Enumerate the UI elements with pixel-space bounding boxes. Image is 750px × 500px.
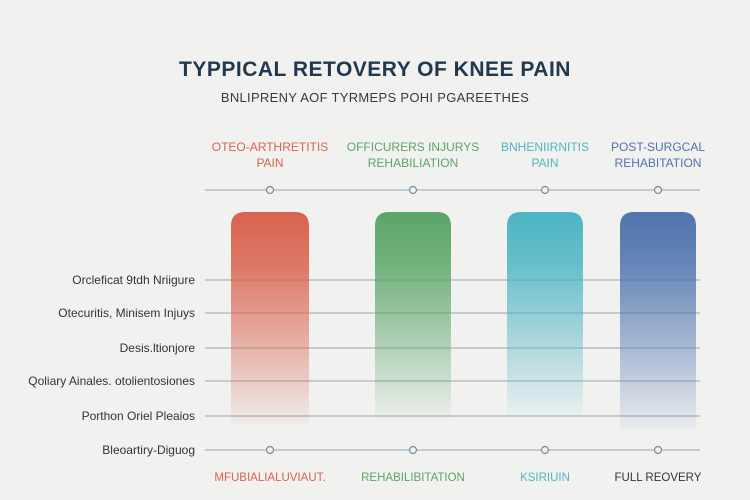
bottom-label: KSIRIUIN	[520, 472, 570, 484]
bottom-label: FULL REOVERY	[615, 472, 702, 484]
column-header-line2: REHABITATION	[615, 156, 702, 170]
bar	[375, 212, 451, 420]
column-header: BNHENIIRNITIS	[501, 140, 589, 154]
column-header-line2: REHABILIATION	[368, 156, 458, 170]
bottom-marker	[653, 445, 663, 455]
column-header-line2: PAIN	[531, 156, 558, 170]
row-label: Qoliary Ainales. otolientosiones	[28, 374, 195, 388]
row-label: Desis.ltionjore	[120, 341, 196, 355]
top-marker	[540, 185, 550, 195]
bottom-marker	[540, 445, 550, 455]
bottom-label: REHABILIBITATION	[361, 472, 465, 484]
top-marker	[265, 185, 275, 195]
bar	[231, 212, 309, 425]
bar	[507, 212, 583, 417]
column-header-line2: PAIN	[256, 156, 283, 170]
row-label: Porthon Oriel Pleaios	[82, 409, 195, 423]
column-header: POST-SURGCAL	[611, 140, 705, 154]
row-label: Bleoartiry-Diguog	[102, 443, 195, 457]
bar	[620, 212, 696, 430]
bottom-marker	[265, 445, 275, 455]
column-header: OTEO-ARTHRETITIS	[212, 140, 328, 154]
row-label: Otecuritis, Minisem Injuys	[58, 306, 195, 320]
top-marker	[653, 185, 663, 195]
bottom-label: MFUBIALIALUVIAUT.	[214, 472, 325, 484]
chart-title: TYPPICAL RETOVERY OF KNEE PAIN	[179, 58, 571, 81]
top-marker	[408, 185, 418, 195]
chart-subtitle: BNLIPRENY AOF TYRMEPS POHI PGAREETHES	[220, 90, 530, 105]
column-header: OFFICURERS INJURYS	[347, 140, 479, 154]
row-label: Orcleficat 9tdh Nriigure	[72, 273, 195, 287]
bottom-marker	[408, 445, 418, 455]
